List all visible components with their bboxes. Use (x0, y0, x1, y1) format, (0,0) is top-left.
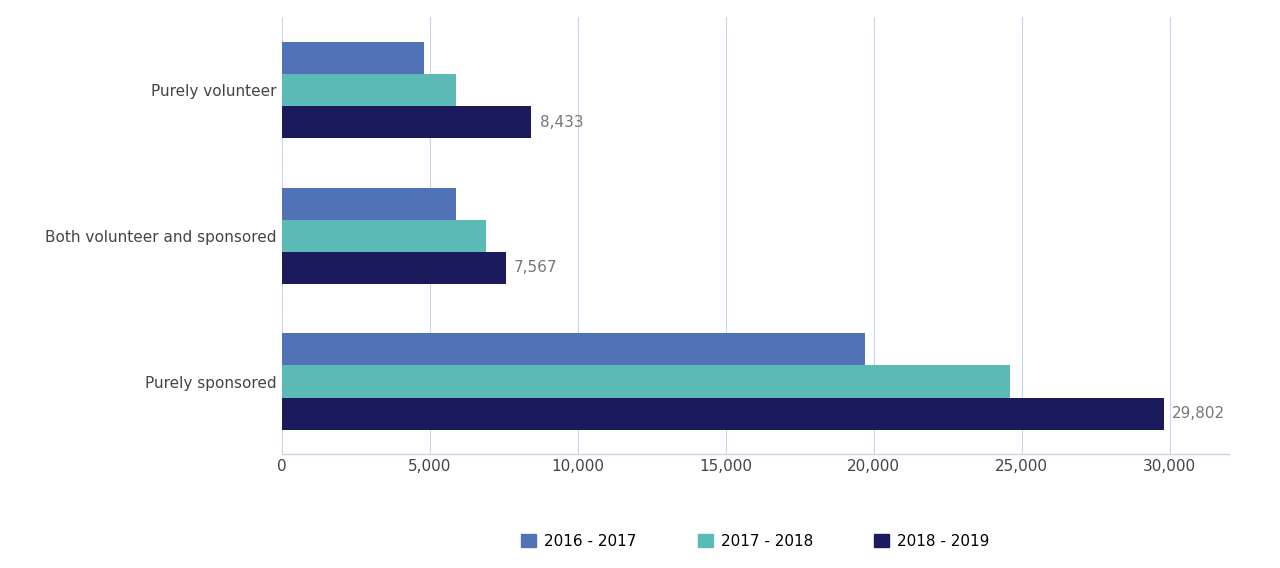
Text: 7,567: 7,567 (513, 260, 557, 275)
Bar (282, 398, 1164, 429)
Bar (282, 106, 531, 138)
Bar (282, 74, 456, 106)
Bar (282, 365, 1010, 398)
Bar (282, 333, 865, 365)
Bar (282, 252, 506, 284)
Legend: 2016 - 2017, 2017 - 2018, 2018 - 2019: 2016 - 2017, 2017 - 2018, 2018 - 2019 (515, 528, 996, 555)
Bar (282, 187, 456, 220)
Text: 29,802: 29,802 (1172, 406, 1225, 421)
Text: 8,433: 8,433 (539, 115, 584, 130)
Bar (282, 220, 486, 252)
Bar (282, 42, 424, 74)
